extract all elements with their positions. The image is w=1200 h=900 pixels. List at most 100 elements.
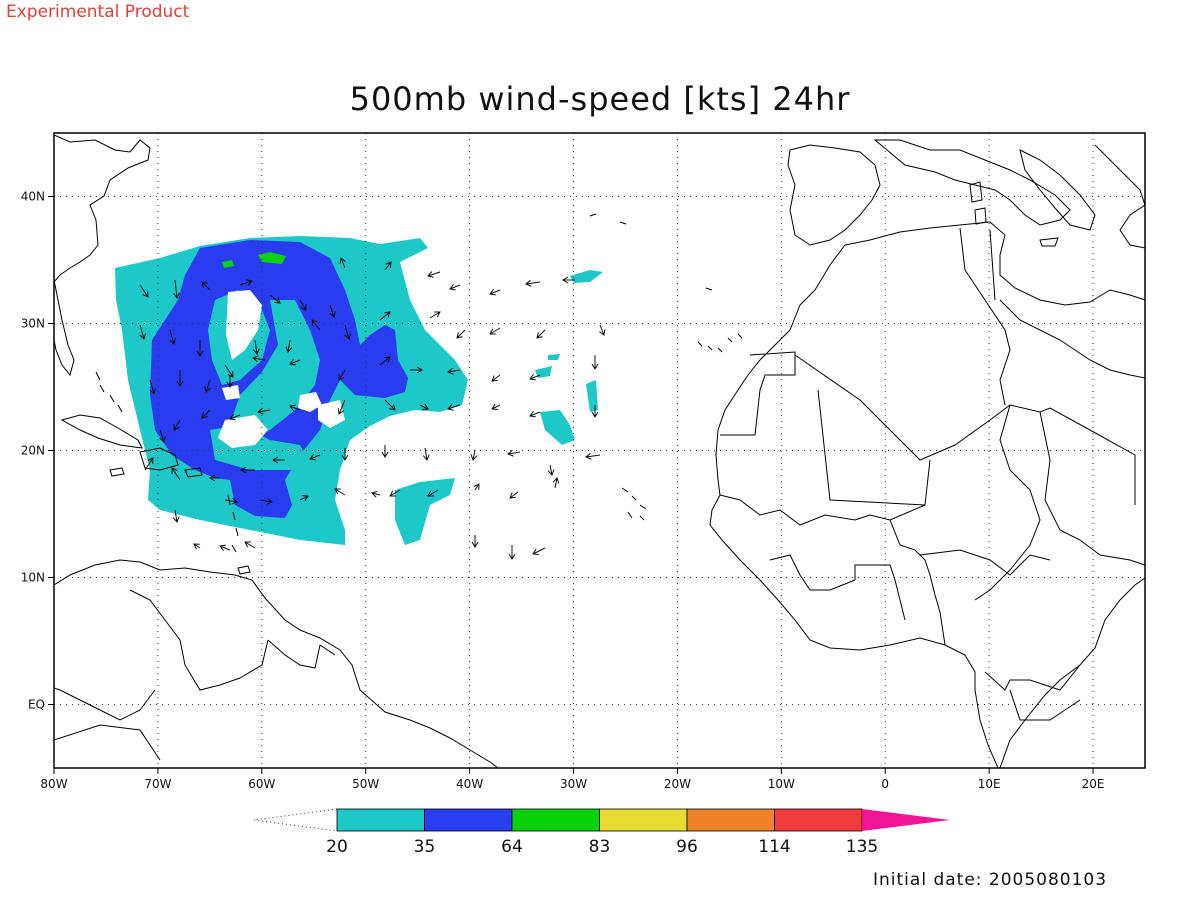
wind-vector-arrow [419,403,429,410]
wind-20-35kt-patch-6 [548,354,560,360]
colorbar-level-label: 35 [414,837,436,857]
wind-vector-arrow [252,339,260,355]
wind-vector-arrow [491,374,501,382]
wind-vector-arrow [169,329,176,345]
wind-vector-arrow [525,279,541,287]
calm-hole-3 [298,392,322,412]
colorbar-level-label: 83 [589,837,611,857]
wind-vector-arrow [269,294,281,304]
lon-tick-label: 30W [560,777,587,791]
lon-tick-label: 10W [768,777,795,791]
wind-vector-arrow [311,319,321,331]
wind-vector-arrow [244,541,256,549]
wind-vector-arrow [219,544,231,551]
calm-hole-2 [218,415,268,448]
wind-vector-arrow [591,405,599,418]
canary-islands [697,333,743,353]
wind-vector-arrow [193,543,201,550]
wind-vector-arrow [489,327,501,335]
wind-vector-arrow [389,489,401,497]
wind-20-35kt-patch-4 [570,270,603,283]
wind-vector-arrow [309,454,321,461]
lon-tick-label: 10E [978,777,1001,791]
trinidad-outline [237,565,251,575]
wind-vector-arrow [447,404,461,411]
wind-20-35kt-patch-3 [586,380,598,412]
wind-vector-arrow [449,284,461,291]
wind-vector-arrow [173,279,180,299]
wind-vector-arrow [529,411,541,418]
cuba-outline [60,414,143,449]
wind-vector-arrow [171,467,181,481]
wind-vector-arrow [204,379,211,393]
colorbar-segment [511,808,600,832]
wind-vector-arrow [384,399,396,411]
calm-hole-1 [226,290,262,360]
wind-vector-arrow [427,271,441,278]
wind-vector-arrow [536,329,546,339]
wind-vector-arrow [240,466,255,474]
lat-tick-label: EQ [28,698,45,712]
colorbar-level-label: 114 [758,837,790,857]
wind-vector-arrow [144,457,154,471]
jamaica-outline [109,467,125,477]
wind-vector-arrow [473,483,480,491]
wind-vector-arrow [176,370,184,387]
colorbar-segment [424,808,513,832]
wind-vector-arrow [489,289,501,296]
wind-vector-arrow [384,261,392,271]
lat-tick-label: 40N [21,190,45,204]
colorbar-segment [336,808,425,832]
wind-vector-arrow [471,535,479,548]
wind-vector-arrow [341,448,349,461]
lat-tick-label: 30N [21,317,45,331]
wind-vector-arrow [201,281,211,291]
wind-vector-arrow [591,355,599,370]
wind-vector-arrow [224,364,234,378]
west-africa-coast [709,244,999,768]
balkans-coast [1094,144,1145,249]
wind-vector-arrow [259,497,273,505]
south-america-borders [54,589,336,761]
wind-vector-arrow [507,449,521,457]
wind-vector-arrow [209,474,220,482]
wind-vector-arrow [299,299,307,311]
wind-vector-arrow [289,359,301,366]
wind-20-35kt-patch-1 [395,478,455,545]
cape-verde-islands [621,487,647,521]
wind-vector-arrow [456,329,466,339]
wind-vector-arrow [173,419,181,431]
italy-boot [1019,149,1096,231]
wind-vector-arrow [329,304,336,318]
wind-vector-arrow [159,429,166,443]
iberia-coast [787,144,881,246]
wind-vector-arrow [371,490,381,498]
wind-vector-arrow [410,366,423,374]
lon-tick-label: 20E [1082,777,1105,791]
wind-speed-shading [115,236,603,545]
wind-vector-arrow [427,489,439,497]
wind-vector-arrow [139,324,146,340]
wind-20-35kt-patch-2 [540,410,575,445]
north-africa-coast [844,221,1145,306]
wind-vector-arrow [470,449,478,461]
puerto-rico-outline [184,467,203,478]
wind-vectors [139,257,606,560]
bahamas-islands [95,371,123,413]
wind-vector-arrow [381,445,389,458]
wind-vector-arrow [139,284,149,298]
africa-country-borders [719,227,1145,721]
gulf-of-guinea-coast [999,577,1145,768]
wind-vector-arrow [339,257,346,269]
colorbar-level-label: 96 [676,837,698,857]
axis-ticks: 80W 70W 60W 50W 40W 30W 20W 10W 0 10E 20E EQ 10N 20N 3… [21,190,1105,792]
initial-date: Initial date: 2005080103 [873,870,1108,890]
wind-vector-arrow [285,339,293,353]
colorbar-level-label: 64 [501,837,523,857]
colorbar-level-label: 135 [846,837,878,857]
calm-hole-4 [318,400,345,428]
wind-vector-arrow [509,491,519,499]
lon-tick-label: 20W [664,777,691,791]
wind-vector-arrow [239,279,253,286]
